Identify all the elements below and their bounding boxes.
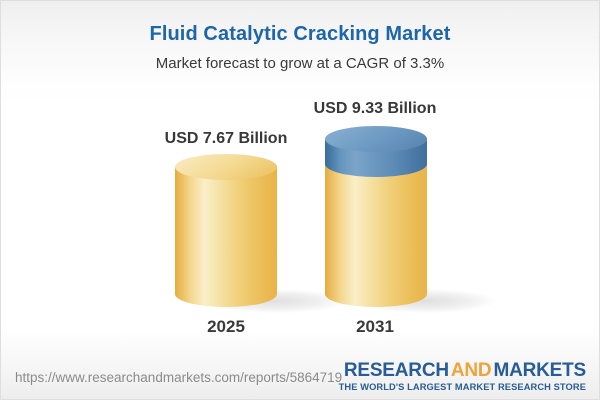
value-label-2031: USD 9.33 Billion (313, 100, 437, 117)
report-url: https://www.researchandmarkets.com/repor… (15, 370, 343, 385)
research-and-markets-logo: RESEARCH AND MARKETS THE WORLD'S LARGEST M… (338, 361, 587, 392)
year-label-2025: 2025 (207, 317, 245, 336)
logo-wordmark: RESEARCH AND MARKETS (339, 361, 586, 380)
logo-word-and: AND (450, 360, 492, 381)
value-label-2025: USD 7.67 Billion (164, 130, 288, 147)
logo-word-research: RESEARCH (343, 360, 449, 381)
logo-word-markets: MARKETS (493, 360, 586, 381)
logo-tagline: THE WORLD'S LARGEST MARKET RESEARCH STOR… (338, 382, 586, 392)
bar-2031-growth-cap-top (325, 126, 427, 152)
bar-2025-cylinder-body (175, 167, 277, 307)
chart-subtitle: Market forecast to grow at a CAGR of 3.3… (155, 55, 445, 72)
chart-title: Fluid Catalytic Cracking Market (149, 23, 451, 45)
bar-2031-cylinder-body (325, 164, 427, 307)
year-label-2031: 2031 (356, 317, 394, 336)
bar-2025-cylinder-top (175, 154, 277, 180)
